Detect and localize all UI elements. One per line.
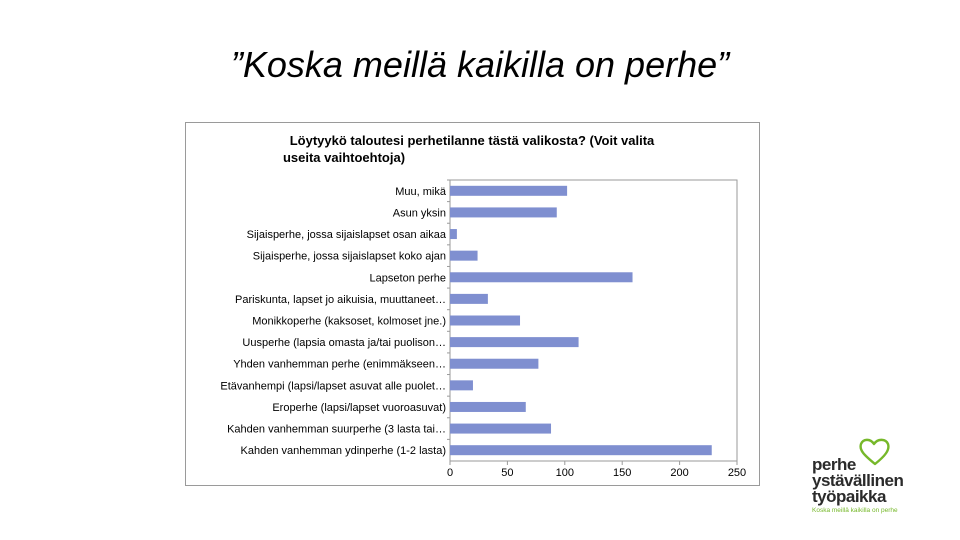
category-label: Monikkoperhe (kaksoset, kolmoset jne.) xyxy=(252,316,446,328)
x-tick-label: 250 xyxy=(728,467,746,479)
bar-6 xyxy=(450,315,521,326)
category-label: Pariskunta, lapset jo aikuisia, muuttane… xyxy=(235,294,446,306)
category-label: Eroperhe (lapsi/lapset vuoroasuvat) xyxy=(272,402,446,414)
x-tick-label: 0 xyxy=(447,467,453,479)
bar-11 xyxy=(450,423,552,434)
logo-line-2: ystävällinen xyxy=(812,471,904,490)
category-label: Yhden vanhemman perhe (enimmäkseen… xyxy=(233,359,446,371)
category-label: Lapseton perhe xyxy=(370,272,446,284)
bar-5 xyxy=(450,293,488,304)
bar-1 xyxy=(450,207,557,218)
logo-line-1: perhe xyxy=(812,455,856,474)
bar-9 xyxy=(450,380,473,391)
x-tick-label: 150 xyxy=(613,467,631,479)
bar-10 xyxy=(450,401,526,412)
category-label: Muu, mikä xyxy=(395,186,447,198)
x-tick-label: 100 xyxy=(556,467,574,479)
x-tick-label: 50 xyxy=(501,467,513,479)
category-label: Sijaisperhe, jossa sijaislapset koko aja… xyxy=(253,251,446,263)
slide-title: ”Koska meillä kaikilla on perhe” xyxy=(230,44,730,85)
plot-area: Muu, mikä Asun yksin Sijaisperhe, jossa si… xyxy=(220,179,746,479)
perheystavallinen-logo: perhe ystävällinen työpaikka Koska meill… xyxy=(812,438,922,518)
logo-tagline: Koska meillä kaikilla on perhe xyxy=(812,507,898,514)
category-label: Uusperhe (lapsia omasta ja/tai puolison… xyxy=(242,337,446,349)
category-label: Kahden vanhemman ydinperhe (1-2 lasta) xyxy=(241,445,446,457)
bar-12 xyxy=(450,445,712,456)
bar-chart: Löytyykö taloutesi perhetilanne tästä va… xyxy=(220,133,746,479)
bar-7 xyxy=(450,337,579,348)
category-label: Sijaisperhe, jossa sijaislapset osan aik… xyxy=(247,229,447,241)
bar-0 xyxy=(450,185,568,196)
chart-title-line-1: Löytyykö taloutesi perhetilanne tästä va… xyxy=(290,133,655,148)
logo-line-3: työpaikka xyxy=(812,487,886,506)
chart-title-line-2: useita vaihtoehtoja) xyxy=(283,150,405,165)
x-tick-label: 200 xyxy=(670,467,688,479)
category-label: Kahden vanhemman suurperhe (3 lasta tai… xyxy=(227,424,446,436)
chart-frame: Löytyykö taloutesi perhetilanne tästä va… xyxy=(185,122,760,486)
bar-8 xyxy=(450,358,539,369)
bar-4 xyxy=(450,272,633,283)
heart-icon xyxy=(859,438,890,466)
category-label: Etävanhempi (lapsi/lapset asuvat alle pu… xyxy=(220,380,446,392)
bar-2 xyxy=(450,229,457,240)
category-label: Asun yksin xyxy=(393,207,446,219)
bar-3 xyxy=(450,250,478,261)
